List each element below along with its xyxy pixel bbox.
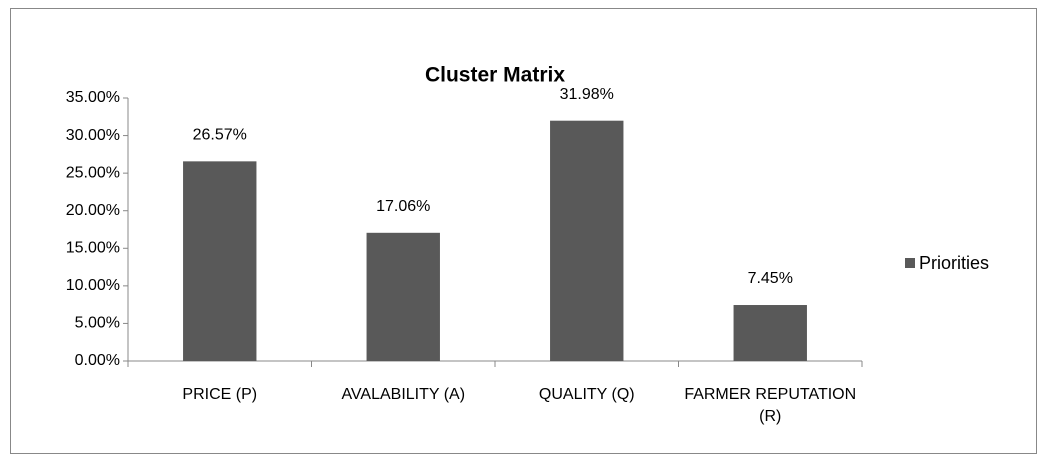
y-tick-label: 0.00% bbox=[75, 352, 120, 369]
x-tick-label: PRICE (P) bbox=[182, 386, 258, 403]
y-tick-label: 30.00% bbox=[66, 127, 120, 144]
y-tick-label: 5.00% bbox=[75, 315, 120, 332]
legend-label: Priorities bbox=[919, 253, 989, 273]
y-tick-label: 35.00% bbox=[66, 89, 120, 106]
data-label: 31.98% bbox=[560, 86, 614, 103]
chart-title: Cluster Matrix bbox=[425, 64, 565, 87]
bar bbox=[550, 120, 624, 361]
y-tick-label: 25.00% bbox=[66, 164, 120, 181]
x-tick-label: AVALABILITY (A) bbox=[341, 386, 466, 403]
bar bbox=[183, 161, 257, 361]
legend-swatch bbox=[905, 258, 915, 268]
y-tick-label: 10.00% bbox=[66, 277, 120, 294]
bar bbox=[733, 305, 807, 361]
data-label: 7.45% bbox=[748, 270, 793, 287]
y-tick-label: 20.00% bbox=[66, 202, 120, 219]
x-tick-label: FARMER REPUTATION (R) bbox=[684, 386, 857, 425]
data-label: 17.06% bbox=[376, 198, 430, 215]
data-label: 26.57% bbox=[193, 127, 247, 144]
bar bbox=[366, 232, 440, 361]
x-tick-label: QUALITY (Q) bbox=[538, 386, 635, 403]
chart-border bbox=[10, 8, 1037, 454]
y-tick-label: 15.00% bbox=[66, 240, 120, 257]
